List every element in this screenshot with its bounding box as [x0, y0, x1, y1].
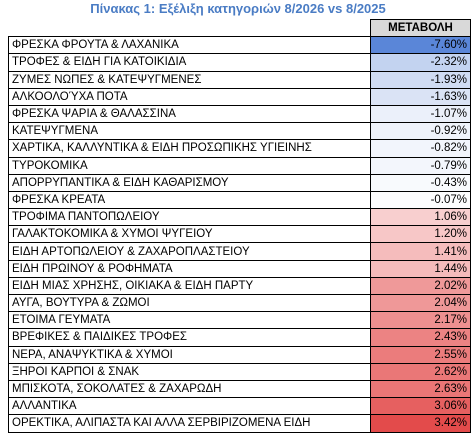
category-cell: ΕΙΔΗ ΑΡΤΟΠΩΛΕΙΟΥ & ΖΑΧΑΡΟΠΛΑΣΤΕΙΟΥ [8, 242, 371, 261]
category-cell: ΞΗΡΟΙ ΚΑΡΠΟΙ & ΣΝΑΚ [8, 362, 371, 381]
change-cell: -0.92% [370, 122, 471, 141]
table-row: ΒΡΕΦΙΚΕΣ & ΠΑΙΔΙΚΕΣ ΤΡΟΦΕΣ 2.43% [8, 328, 471, 347]
table-body: ΜΕΤΑΒΟΛΗ ΦΡΕΣΚΑ ΦΡΟΥΤΑ & ΛΑΧΑΝΙΚΑ -7.60% Τ… [8, 18, 471, 433]
category-cell: ΦΡΕΣΚΑ ΨΑΡΙΑ & ΘΑΛΑΣΣΙΝΑ [8, 104, 371, 124]
change-cell: 1.06% [370, 208, 471, 227]
table-row: ΓΑΛΑΚΤΟΚΟΜΙΚΑ & ΧΥΜΟΙ ΨΥΓΕΙΟΥ 1.20% [8, 225, 471, 244]
category-cell: ΦΡΕΣΚΑ ΚΡΕΑΤΑ [8, 190, 371, 210]
category-cell: ΜΠΙΣΚΟΤΑ, ΣΟΚΟΛΑΤΕΣ & ΖΑΧΑΡΩΔΗ [8, 379, 371, 399]
change-cell: -7.60% [370, 36, 471, 55]
table-row: ΕΙΔΗ ΑΡΤΟΠΩΛΕΙΟΥ & ΖΑΧΑΡΟΠΛΑΣΤΕΙΟΥ 1.41% [8, 242, 471, 261]
change-cell: 2.62% [370, 362, 471, 381]
category-cell: ΑΥΓΑ, ΒΟΥΤΥΡΑ & ΖΩΜΟΙ [8, 293, 371, 313]
table-title: Πίνακας 1: Εξέλιξη κατηγοριών 8/2026 vs … [90, 1, 386, 16]
change-cell: -1.93% [370, 70, 471, 89]
table-row: ΖΥΜΕΣ ΝΩΠΕΣ & ΚΑΤΕΨΥΓΜΕΝΕΣ -1.93% [8, 70, 471, 89]
category-cell: ΤΡΟΦΕΣ & ΕΙΔΗ ΓΙΑ ΚΑΤΟΙΚΙΔΙΑ [8, 53, 371, 72]
table-row: ΜΠΙΣΚΟΤΑ, ΣΟΚΟΛΑΤΕΣ & ΖΑΧΑΡΩΔΗ 2.63% [8, 379, 471, 399]
change-cell: -2.32% [370, 53, 471, 72]
change-cell: 1.41% [370, 242, 471, 261]
change-cell: 2.04% [370, 293, 471, 313]
table-row: ΤΡΟΦΕΣ & ΕΙΔΗ ΓΙΑ ΚΑΤΟΙΚΙΔΙΑ -2.32% [8, 53, 471, 72]
category-cell: ΓΑΛΑΚΤΟΚΟΜΙΚΑ & ΧΥΜΟΙ ΨΥΓΕΙΟΥ [8, 225, 371, 244]
change-cell: 2.55% [370, 345, 471, 364]
change-cell: 2.43% [370, 328, 471, 347]
change-cell: -0.43% [370, 173, 471, 192]
category-cell: ΒΡΕΦΙΚΕΣ & ΠΑΙΔΙΚΕΣ ΤΡΟΦΕΣ [8, 328, 371, 347]
change-cell: 1.20% [370, 225, 471, 244]
header-cell: ΜΕΤΑΒΟΛΗ [370, 18, 471, 38]
category-cell: ΚΑΤΕΨΥΓΜΕΝΑ [8, 122, 371, 141]
change-cell: 3.06% [370, 397, 471, 416]
change-cell: -1.07% [370, 104, 471, 124]
table-row: ΑΥΓΑ, ΒΟΥΤΥΡΑ & ΖΩΜΟΙ 2.04% [8, 293, 471, 313]
table-row: ΤΥΡΟΚΟΜΙΚΑ -0.79% [8, 156, 471, 175]
table-row: ΕΙΔΗ ΜΙΑΣ ΧΡΗΣΗΣ, ΟΙΚΙΑΚΑ & ΕΙΔΗ ΠΑΡΤΥ 2.… [8, 276, 471, 296]
header-blank [9, 20, 371, 37]
category-cell: ΖΥΜΕΣ ΝΩΠΕΣ & ΚΑΤΕΨΥΓΜΕΝΕΣ [8, 70, 371, 89]
category-cell: ΕΙΔΗ ΠΡΩΙΝΟΥ & ΡΟΦΗΜΑΤΑ [8, 259, 371, 278]
table-row: ΧΑΡΤΙΚΑ, ΚΑΛΛΥΝΤΙΚΑ & ΕΙΔΗ ΠΡΟΣΩΠΙΚΗΣ ΥΓ… [8, 139, 471, 158]
table-row: ΦΡΕΣΚΑ ΨΑΡΙΑ & ΘΑΛΑΣΣΙΝΑ -1.07% [8, 104, 471, 124]
change-cell: -0.07% [370, 190, 471, 210]
change-cell: 2.17% [370, 311, 471, 330]
table-row: ΟΡΕΚΤΙΚΑ, ΑΛΙΠΑΣΤΑ ΚΑΙ ΑΛΛΑ ΣΕΡΒΙΡΙΖΟΜΕΝ… [8, 414, 471, 433]
header-row: ΜΕΤΑΒΟΛΗ [9, 18, 471, 38]
change-cell: 2.02% [370, 276, 471, 296]
category-cell: ΑΛΛΑΝΤΙΚΑ [8, 397, 371, 416]
change-cell: -0.82% [370, 139, 471, 158]
category-cell: ΟΡΕΚΤΙΚΑ, ΑΛΙΠΑΣΤΑ ΚΑΙ ΑΛΛΑ ΣΕΡΒΙΡΙΖΟΜΕΝ… [8, 414, 371, 433]
category-cell: ΦΡΕΣΚΑ ΦΡΟΥΤΑ & ΛΑΧΑΝΙΚΑ [8, 36, 371, 55]
change-cell: -1.63% [370, 87, 471, 106]
table-row: ΦΡΕΣΚΑ ΦΡΟΥΤΑ & ΛΑΧΑΝΙΚΑ -7.60% [8, 36, 471, 55]
category-cell: ΧΑΡΤΙΚΑ, ΚΑΛΛΥΝΤΙΚΑ & ΕΙΔΗ ΠΡΟΣΩΠΙΚΗΣ ΥΓ… [8, 139, 371, 158]
table-row: ΞΗΡΟΙ ΚΑΡΠΟΙ & ΣΝΑΚ 2.62% [8, 362, 471, 381]
table-row: ΑΠΟΡΡΥΠΑΝΤΙΚΑ & ΕΙΔΗ ΚΑΘΑΡΙΣΜΟΥ -0.43% [8, 173, 471, 192]
category-cell: ΕΤΟΙΜΑ ΓΕΥΜΑΤΑ [8, 311, 371, 330]
table: ΜΕΤΑΒΟΛΗ ΦΡΕΣΚΑ ΦΡΟΥΤΑ & ΛΑΧΑΝΙΚΑ -7.60% Τ… [8, 18, 471, 433]
table-row: ΑΛΛΑΝΤΙΚΑ 3.06% [8, 397, 471, 416]
table-row: ΕΤΟΙΜΑ ΓΕΥΜΑΤΑ 2.17% [8, 311, 471, 330]
change-cell: 2.63% [370, 379, 471, 399]
change-cell: 1.44% [370, 259, 471, 278]
table-row: ΦΡΕΣΚΑ ΚΡΕΑΤΑ -0.07% [8, 190, 471, 210]
category-cell: ΑΠΟΡΡΥΠΑΝΤΙΚΑ & ΕΙΔΗ ΚΑΘΑΡΙΣΜΟΥ [8, 173, 371, 192]
change-cell: -0.79% [370, 156, 471, 175]
category-cell: ΕΙΔΗ ΜΙΑΣ ΧΡΗΣΗΣ, ΟΙΚΙΑΚΑ & ΕΙΔΗ ΠΑΡΤΥ [8, 276, 371, 296]
table-row: ΤΡΟΦΙΜΑ ΠΑΝΤΟΠΩΛΕΙΟΥ 1.06% [8, 208, 471, 227]
category-cell: ΝΕΡΑ, ΑΝΑΨΥΚΤΙΚΑ & ΧΥΜΟΙ [8, 345, 371, 364]
table-row: ΚΑΤΕΨΥΓΜΕΝΑ -0.92% [8, 122, 471, 141]
table-row: ΕΙΔΗ ΠΡΩΙΝΟΥ & ΡΟΦΗΜΑΤΑ 1.44% [8, 259, 471, 278]
category-cell: ΤΥΡΟΚΟΜΙΚΑ [8, 156, 371, 175]
table-row: ΑΛΚΟΟΛΟΎΧΑ ΠΟΤΑ -1.63% [8, 87, 471, 106]
table-row: ΝΕΡΑ, ΑΝΑΨΥΚΤΙΚΑ & ΧΥΜΟΙ 2.55% [8, 345, 471, 364]
category-cell: ΑΛΚΟΟΛΟΎΧΑ ΠΟΤΑ [8, 87, 371, 106]
change-cell: 3.42% [370, 414, 471, 433]
category-cell: ΤΡΟΦΙΜΑ ΠΑΝΤΟΠΩΛΕΙΟΥ [8, 208, 371, 227]
